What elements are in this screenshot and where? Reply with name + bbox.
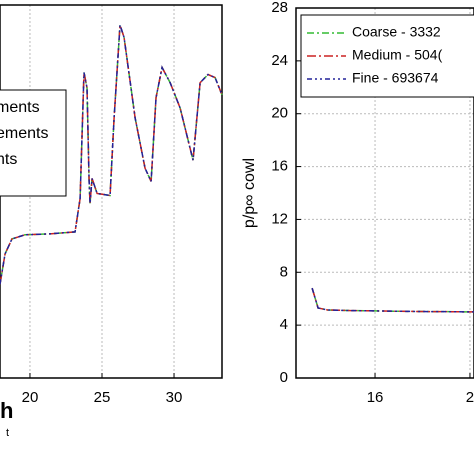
x-axis-label-sub: t: [6, 427, 9, 439]
y-tick-label: 12: [271, 210, 288, 227]
legend-label: ements: [0, 125, 48, 142]
legend-label: Medium - 504(: [352, 47, 443, 63]
y-tick-label: 16: [271, 158, 288, 175]
y-tick-label: 4: [280, 316, 288, 333]
x-tick-label: 20: [22, 389, 39, 406]
legend-label: ments: [0, 99, 40, 116]
y-axis-label: p/p∞ cowl: [241, 158, 258, 228]
legend-label: Coarse - 3332: [352, 24, 441, 40]
series-line: [311, 287, 474, 313]
plot-frame: [295, 7, 474, 379]
x-tick-label: 30: [166, 389, 183, 406]
y-tick-label: 24: [271, 52, 288, 69]
y-tick-label: 0: [280, 369, 288, 386]
series-line: [0, 24, 223, 285]
x-axis-label: h: [0, 398, 13, 423]
legend-box: [0, 89, 67, 197]
x-tick-label: 25: [94, 389, 111, 406]
series-line: [311, 287, 474, 313]
plot-frame: [0, 4, 223, 379]
x-tick-label: 2: [466, 389, 474, 406]
y-tick-label: 28: [271, 0, 288, 16]
y-tick-label: 8: [280, 263, 288, 280]
legend-label: nts: [0, 151, 17, 168]
series-line: [311, 287, 474, 313]
legend-label: Fine - 693674: [352, 70, 439, 86]
y-tick-label: 20: [271, 105, 288, 122]
x-tick-label: 16: [367, 389, 384, 406]
